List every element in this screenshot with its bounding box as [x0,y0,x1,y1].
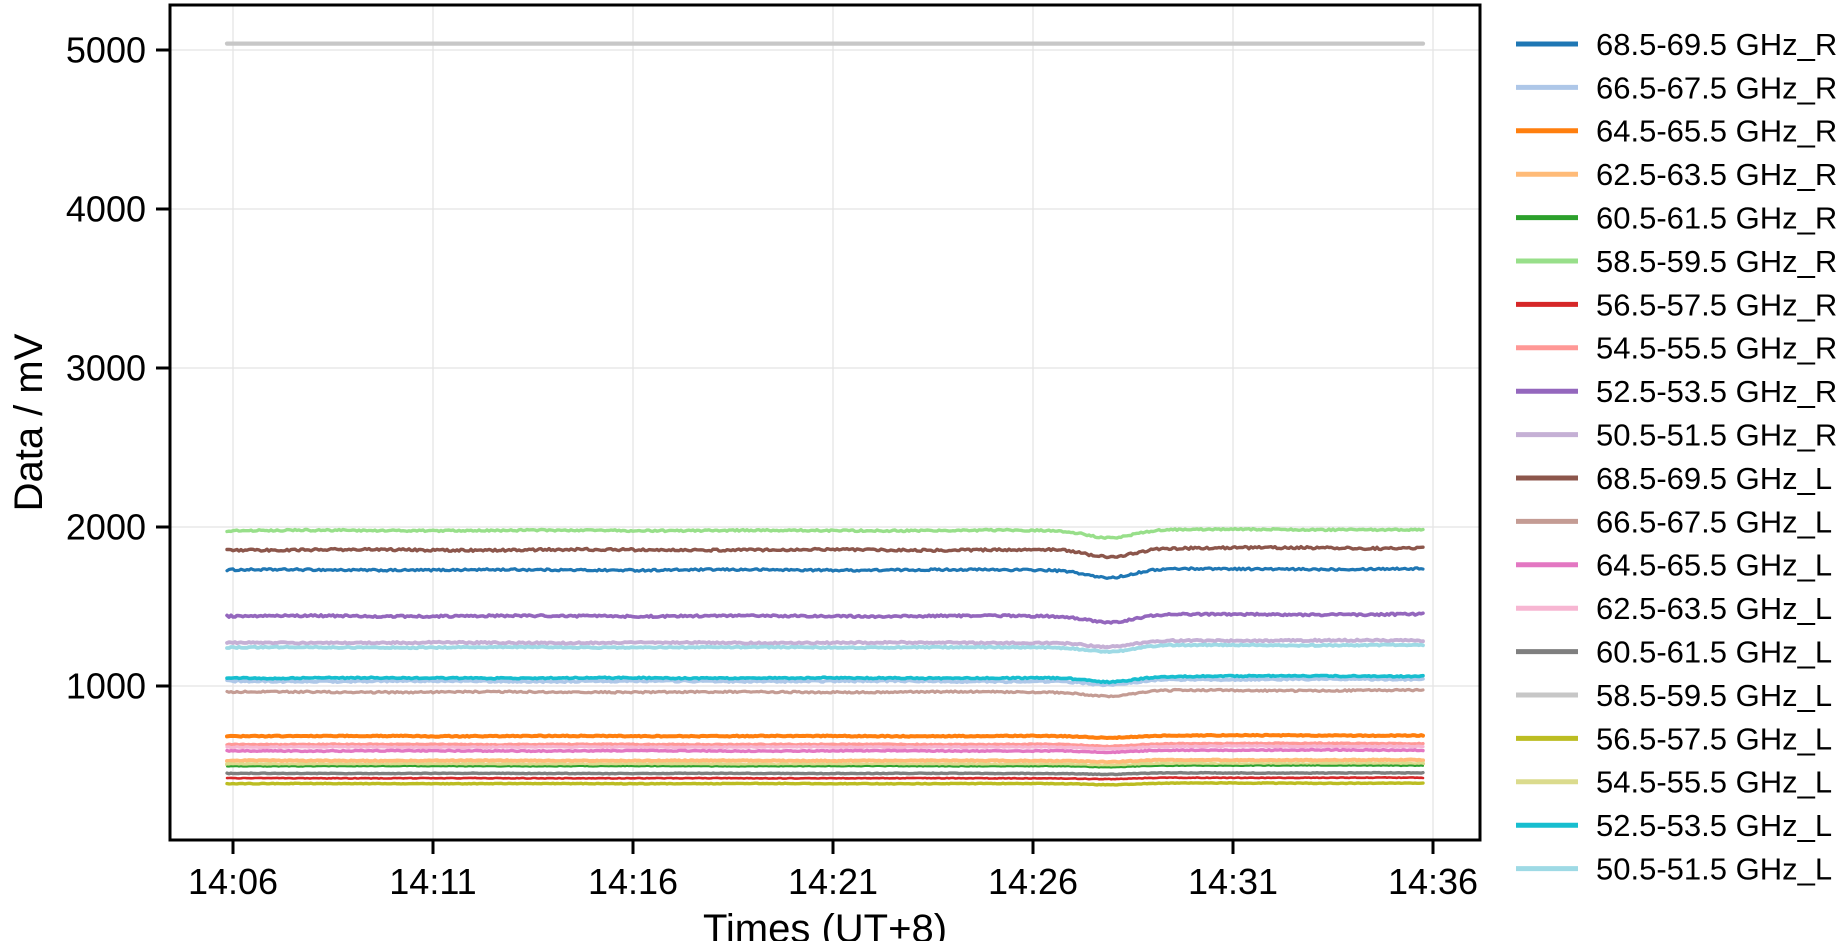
legend-label: 54.5-55.5 GHz_R [1596,331,1837,366]
legend-item-62-5-63-5-ghz-l: 62.5-63.5 GHz_L [1516,591,1832,626]
legend-item-66-5-67-5-ghz-l: 66.5-67.5 GHz_L [1516,504,1832,539]
series-line-60-5-61-5-ghz-l [225,770,1425,777]
legend-item-68-5-69-5-ghz-r: 68.5-69.5 GHz_R [1516,27,1837,62]
legend-label: 62.5-63.5 GHz_R [1596,157,1837,192]
x-axis-title: Times (UT+8) [703,907,947,941]
legend-label: 64.5-65.5 GHz_L [1596,548,1832,583]
legend-label: 60.5-61.5 GHz_L [1596,634,1832,669]
y-axis-title: Data / mV [7,333,51,511]
x-tick-label: 14:16 [588,861,678,902]
x-tick-label: 14:26 [988,861,1078,902]
gridlines [170,5,1480,840]
series-line-52-5-53-5-ghz-r [225,611,1425,625]
legend-item-60-5-61-5-ghz-l: 60.5-61.5 GHz_L [1516,634,1832,669]
x-tick-label: 14:31 [1188,861,1278,902]
legend-item-58-5-59-5-ghz-l: 58.5-59.5 GHz_L [1516,678,1832,713]
legend-item-52-5-53-5-ghz-r: 52.5-53.5 GHz_R [1516,374,1837,409]
legend-item-52-5-53-5-ghz-l: 52.5-53.5 GHz_L [1516,808,1832,843]
legend-item-50-5-51-5-ghz-r: 50.5-51.5 GHz_R [1516,417,1837,452]
legend-label: 68.5-69.5 GHz_L [1596,461,1832,496]
series-line-54-5-55-5-ghz-r [225,741,1425,749]
legend-label: 62.5-63.5 GHz_L [1596,591,1832,626]
legend-item-66-5-67-5-ghz-r: 66.5-67.5 GHz_R [1516,70,1837,105]
plot-border [168,3,1482,842]
legend-item-56-5-57-5-ghz-r: 56.5-57.5 GHz_R [1516,287,1837,322]
series-line-54-5-55-5-ghz-l [225,761,1425,769]
legend-label: 56.5-57.5 GHz_R [1596,287,1837,322]
y-tick-label: 5000 [66,30,146,71]
series-line-68-5-69-5-ghz-r [225,566,1425,580]
series-lines [224,41,1426,787]
legend-item-54-5-55-5-ghz-l: 54.5-55.5 GHz_L [1516,765,1832,800]
series-line-56-5-57-5-ghz-l [225,781,1425,787]
series-line-68-5-69-5-ghz-l [225,544,1425,560]
legend-label: 56.5-57.5 GHz_L [1596,721,1832,756]
legend-label: 50.5-51.5 GHz_L [1596,851,1832,886]
legend: 68.5-69.5 GHz_R 66.5-67.5 GHz_R 64.5-65.5 … [1516,27,1837,886]
legend-item-56-5-57-5-ghz-l: 56.5-57.5 GHz_L [1516,721,1832,756]
x-tick-label: 14:21 [788,861,878,902]
legend-label: 52.5-53.5 GHz_R [1596,374,1837,409]
series-line-50-5-51-5-ghz-r [225,637,1425,650]
series-line-62-5-63-5-ghz-r [225,757,1425,765]
series-line-58-5-59-5-ghz-r [225,526,1425,540]
y-tick-label: 1000 [66,666,146,707]
legend-item-54-5-55-5-ghz-r: 54.5-55.5 GHz_R [1516,331,1837,366]
x-tick-label: 14:36 [1388,861,1478,902]
legend-label: 54.5-55.5 GHz_L [1596,765,1832,800]
legend-item-64-5-65-5-ghz-r: 64.5-65.5 GHz_R [1516,114,1837,149]
series-line-62-5-63-5-ghz-l [225,744,1425,751]
x-tick-label: 14:11 [389,861,476,902]
series-line-52-5-53-5-ghz-l [225,673,1425,685]
y-tick-label: 3000 [66,348,146,389]
legend-label: 58.5-59.5 GHz_R [1596,244,1837,279]
legend-item-50-5-51-5-ghz-l: 50.5-51.5 GHz_L [1516,851,1832,886]
y-tick-label: 2000 [66,507,146,548]
series-line-66-5-67-5-ghz-r [225,676,1425,688]
series-line-66-5-67-5-ghz-l [225,687,1425,699]
series-line-56-5-57-5-ghz-r [225,776,1425,781]
series-line-60-5-61-5-ghz-r [226,764,1424,769]
legend-label: 68.5-69.5 GHz_R [1596,27,1837,62]
legend-label: 64.5-65.5 GHz_R [1596,114,1837,149]
legend-item-60-5-61-5-ghz-r: 60.5-61.5 GHz_R [1516,200,1837,235]
legend-item-62-5-63-5-ghz-r: 62.5-63.5 GHz_R [1516,157,1837,192]
legend-label: 66.5-67.5 GHz_R [1596,70,1837,105]
legend-item-68-5-69-5-ghz-l: 68.5-69.5 GHz_L [1516,461,1832,496]
legend-label: 58.5-59.5 GHz_L [1596,678,1832,713]
series-line-64-5-65-5-ghz-l [225,747,1425,755]
x-tick-label: 14:06 [188,861,278,902]
legend-label: 52.5-53.5 GHz_L [1596,808,1832,843]
series-line-50-5-51-5-ghz-l [225,642,1425,654]
y-tick-label: 4000 [66,189,146,230]
legend-item-64-5-65-5-ghz-l: 64.5-65.5 GHz_L [1516,548,1832,583]
legend-item-58-5-59-5-ghz-r: 58.5-59.5 GHz_R [1516,244,1837,279]
axes: 1000 2000 3000 4000 5000 14:06 14:11 14:16 14:21… [7,3,1482,941]
legend-label: 60.5-61.5 GHz_R [1596,200,1837,235]
legend-label: 66.5-67.5 GHz_L [1596,504,1832,539]
legend-label: 50.5-51.5 GHz_R [1596,417,1837,452]
series-line-64-5-65-5-ghz-r [225,732,1425,740]
